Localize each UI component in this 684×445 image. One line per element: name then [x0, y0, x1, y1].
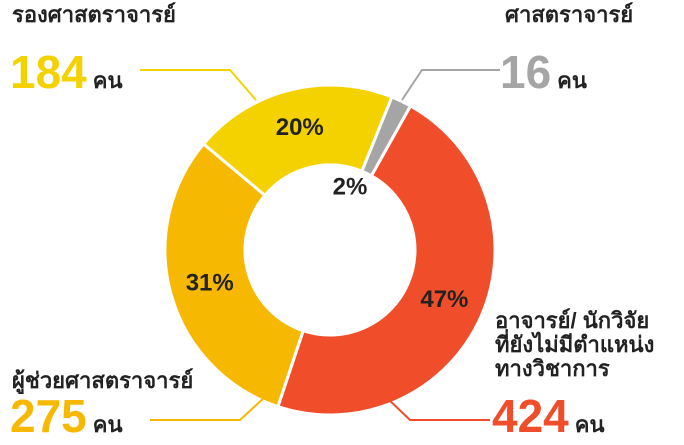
count-label: 275 คน [10, 390, 123, 442]
count-value: 424 [492, 390, 569, 442]
percent-label: 31% [186, 269, 234, 296]
percent-label: 47% [420, 286, 468, 313]
count-label: 16 คน [500, 46, 587, 98]
leader-line [150, 395, 267, 421]
leader-line [384, 395, 490, 421]
donut-slice [276, 103, 497, 417]
count-unit: คน [93, 68, 123, 93]
donut-slice [201, 83, 394, 198]
count-unit: คน [575, 412, 605, 437]
category-label: ศาสตราจารย์ [505, 2, 633, 27]
percent-label: 20% [276, 114, 324, 141]
count-value: 184 [10, 46, 87, 98]
count-value: 16 [500, 46, 551, 98]
leader-line [140, 69, 257, 101]
count-value: 275 [10, 390, 87, 442]
count-unit: คน [557, 68, 587, 93]
category-label: ผู้ช่วยศาสตราจารย์ [12, 368, 193, 395]
category-label: ที่ยังไม่มีตำแหน่ง [495, 328, 654, 357]
category-label: อาจารย์/ นักวิจัย [495, 308, 649, 333]
count-label: 424 คน [492, 390, 605, 442]
count-unit: คน [93, 412, 123, 437]
category-label: รองศาสตราจารย์ [12, 2, 176, 27]
donut-slice [163, 141, 306, 409]
category-label: ทางวิชาการ [495, 356, 610, 381]
leader-line [401, 69, 500, 101]
count-label: 184 คน [10, 46, 123, 98]
percent-label: 2% [333, 173, 368, 200]
